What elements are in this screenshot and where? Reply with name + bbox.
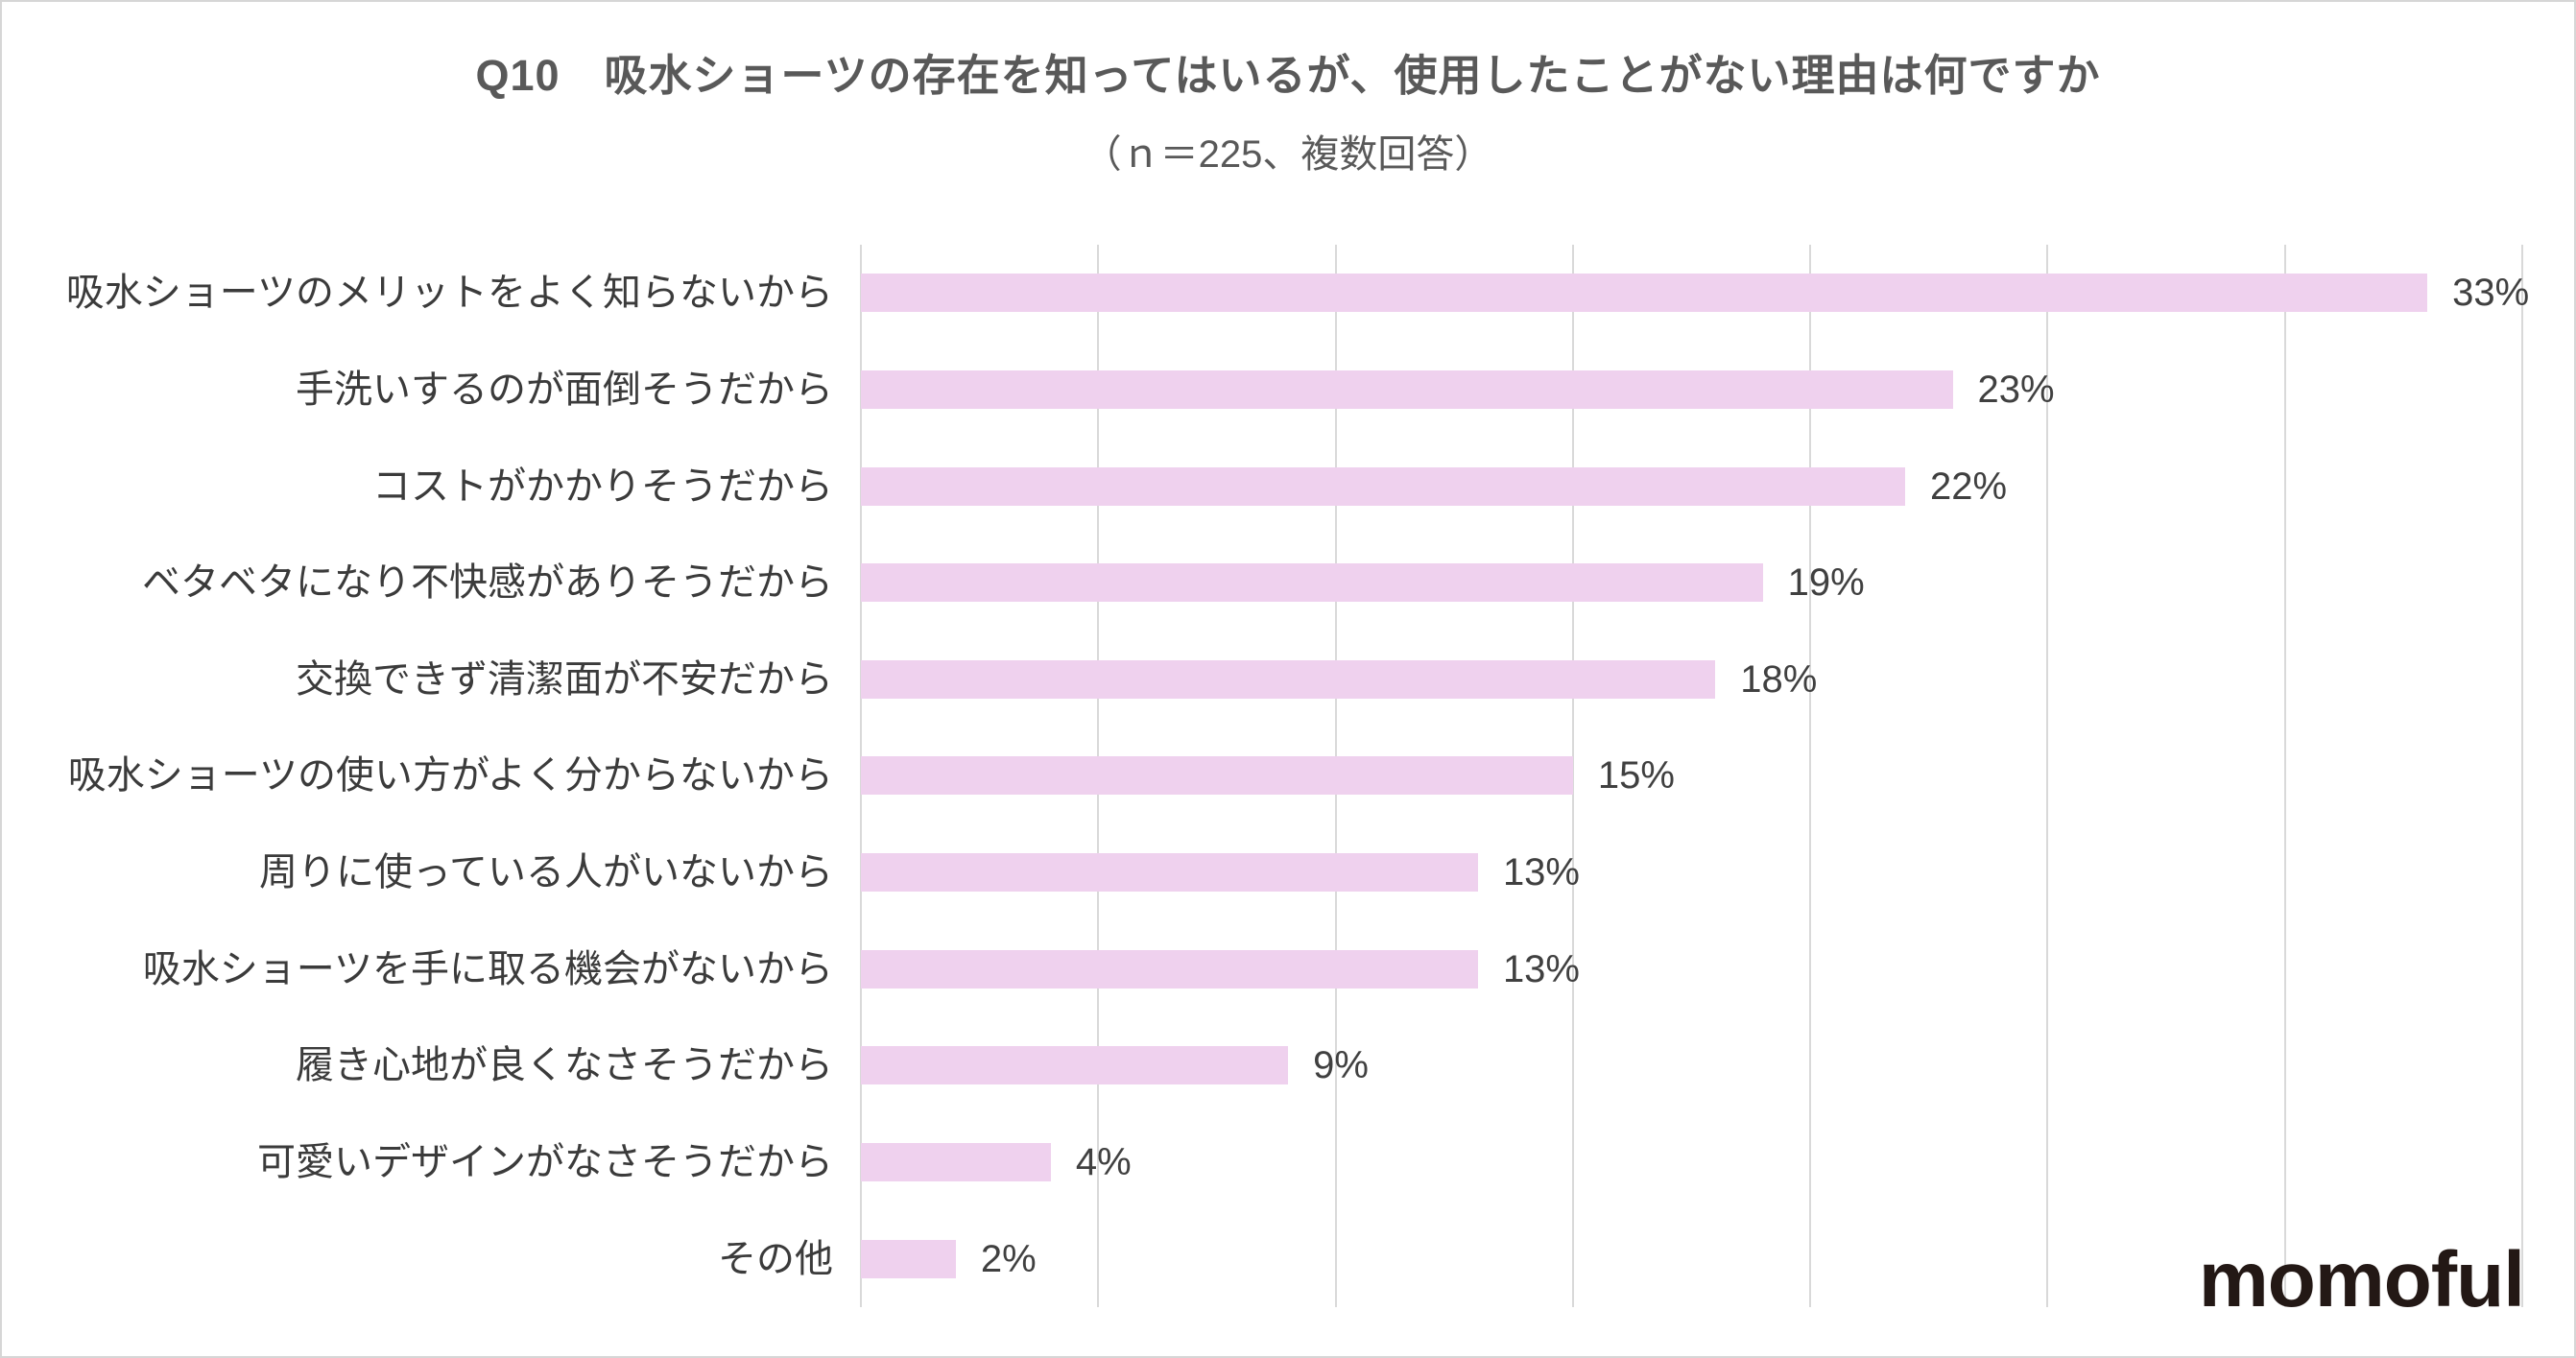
bar (861, 466, 1906, 506)
value-label: 33% (2452, 272, 2530, 315)
bar-row: 手洗いするのが面倒そうだから 23% (2, 342, 2574, 439)
bar-row: 交換できず清潔面が不安だから 18% (2, 631, 2574, 728)
bar (861, 949, 1478, 989)
value-label: 19% (1787, 561, 1865, 605)
gridline (2283, 245, 2286, 1307)
value-label: 23% (1977, 368, 2055, 411)
value-label: 13% (1502, 851, 1580, 894)
bar-row: ベタベタになり不快感がありそうだから 19% (2, 535, 2574, 631)
category-label: 手洗いするのが面倒そうだから (296, 368, 833, 411)
gridline (2046, 245, 2049, 1307)
bar (861, 1239, 956, 1278)
bar (861, 756, 1573, 796)
value-label: 9% (1313, 1044, 1369, 1087)
chart-title: Q10 吸水ショーツの存在を知ってはいるが、使用したことがない理由は何ですか (475, 51, 2101, 100)
category-label: 吸水ショーツを手に取る機会がないから (142, 947, 833, 990)
bar-row: コストがかかりそうだから 22% (2, 438, 2574, 535)
bar-row: 可愛いデザインがなさそうだから 4% (2, 1114, 2574, 1211)
gridline (1809, 245, 1812, 1307)
category-label: 履き心地が良くなさそうだから (296, 1044, 833, 1087)
bar (861, 1143, 1051, 1182)
brand-logo: momoful (2198, 1236, 2525, 1323)
value-label: 4% (1075, 1141, 1132, 1184)
bar (861, 659, 1716, 699)
bar-row: 吸水ショーツを手に取る機会がないから 13% (2, 920, 2574, 1017)
category-label: 交換できず清潔面が不安だから (296, 657, 833, 701)
bar (861, 853, 1478, 893)
bar-row: その他 2% (2, 1210, 2574, 1307)
value-label: 13% (1502, 947, 1580, 990)
bar (861, 563, 1763, 603)
value-label: 22% (1930, 465, 2008, 508)
category-label: コストがかかりそうだから (372, 465, 833, 508)
bar-row: 周りに使っている人がいないから 13% (2, 824, 2574, 921)
chart-subtitle: （ｎ＝225、複数回答） (1083, 133, 1493, 176)
gridline (1571, 245, 1574, 1307)
chart-rows: 吸水ショーツのメリットをよく知らないから 33% 手洗いするのが面倒そうだから 23%… (2, 245, 2574, 1307)
bar (861, 1046, 1289, 1085)
value-label: 18% (1740, 657, 1818, 701)
bar-row: 吸水ショーツの使い方がよく分からないから 15% (2, 727, 2574, 824)
gridline (2521, 245, 2523, 1307)
category-label: ベタベタになり不快感がありそうだから (142, 561, 833, 605)
bar-row: 履き心地が良くなさそうだから 9% (2, 1017, 2574, 1114)
category-label: 吸水ショーツの使い方がよく分からないから (67, 754, 833, 798)
category-label: 可愛いデザインがなさそうだから (257, 1141, 833, 1184)
category-label: その他 (718, 1237, 833, 1280)
category-label: 周りに使っている人がいないから (259, 851, 833, 894)
bar (861, 369, 1953, 409)
category-label: 吸水ショーツのメリットをよく知らないから (65, 272, 833, 315)
value-label: 15% (1597, 754, 1675, 798)
bar-row: 吸水ショーツのメリットをよく知らないから 33% (2, 245, 2574, 342)
value-label: 2% (980, 1237, 1037, 1280)
bar (861, 274, 2428, 313)
